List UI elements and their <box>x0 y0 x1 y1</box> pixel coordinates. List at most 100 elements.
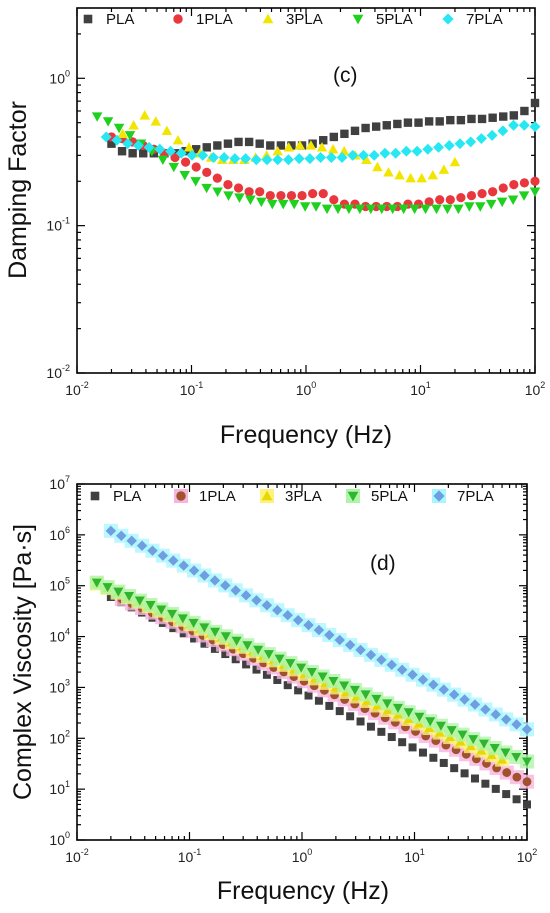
point-3PLA <box>427 169 439 180</box>
point-1PLA <box>191 162 201 172</box>
point-5PLA <box>179 170 190 181</box>
complex-viscosity-panel: 10-2 10-1 100 101 102 100 101 102 103 104 105 106 10… <box>9 474 537 905</box>
point-5PLA <box>354 204 366 215</box>
point-5PLA <box>199 623 210 633</box>
legend-label-5PLA: 5PLA <box>376 11 413 28</box>
x-tick-label: 101 <box>410 380 431 398</box>
point-PLA <box>252 665 261 674</box>
point-7PLA <box>168 555 179 566</box>
point-1PLA <box>424 197 434 207</box>
point-7PLA <box>480 704 491 715</box>
point-PLA <box>424 117 434 126</box>
y-tick-label: 100 <box>49 68 70 86</box>
point-1PLA <box>502 768 512 777</box>
point-5PLA <box>296 663 307 673</box>
point-7PLA <box>469 699 481 710</box>
point-PLA <box>450 764 459 773</box>
point-5PLA <box>91 112 103 122</box>
point-5PLA <box>102 117 114 127</box>
point-5PLA <box>190 177 201 187</box>
axis-ticks-d: 10-2 10-1 100 101 102 100 101 102 103 104 105 106 10… <box>49 474 537 865</box>
point-3PLA <box>383 167 394 177</box>
point-5PLA <box>306 668 317 678</box>
y-tick-label: 105 <box>49 576 70 594</box>
point-1PLA <box>265 190 275 201</box>
point-7PLA <box>261 600 273 611</box>
point-PLA <box>210 644 219 653</box>
point-PLA <box>393 119 402 129</box>
y-tick-label: 100 <box>49 830 70 848</box>
point-1PLA <box>308 188 318 199</box>
point-PLA <box>314 696 323 705</box>
point-PLA <box>223 139 233 148</box>
point-7PLA <box>315 152 327 163</box>
point-5PLA <box>507 195 519 205</box>
point-1PLA <box>456 192 466 203</box>
point-3PLA <box>438 164 450 174</box>
point-5PLA <box>168 162 180 173</box>
panel-label-c: (c) <box>333 64 358 87</box>
point-PLA <box>403 118 413 127</box>
point-5PLA <box>464 202 475 212</box>
point-PLA <box>117 147 127 156</box>
y-axis-title-c: Damping Factor <box>4 101 32 279</box>
point-7PLA <box>282 154 294 166</box>
point-7PLA <box>324 629 335 641</box>
point-3PLA <box>183 142 195 152</box>
point-7PLA <box>303 619 314 631</box>
legend-label-7PLA: 7PLA <box>466 11 503 28</box>
point-PLA <box>191 145 201 154</box>
series-7PLA <box>103 523 534 737</box>
point-7PLA <box>347 149 359 161</box>
point-3PLA <box>117 128 128 139</box>
point-1PLA <box>255 187 265 197</box>
point-7PLA <box>407 669 418 680</box>
point-PLA <box>512 795 521 804</box>
x-tick-label: 10-2 <box>65 380 89 398</box>
point-3PLA <box>372 161 383 172</box>
x-tick-label: 101 <box>404 847 425 865</box>
point-7PLA <box>188 565 200 576</box>
point-7PLA <box>230 585 241 596</box>
point-PLA <box>139 149 148 158</box>
point-7PLA <box>178 560 189 571</box>
point-5PLA <box>435 721 446 731</box>
point-7PLA <box>355 644 366 656</box>
point-PLA <box>287 141 296 150</box>
legend-marker-1PLA <box>176 491 186 501</box>
point-PLA <box>439 758 448 767</box>
point-PLA <box>283 681 292 690</box>
point-5PLA <box>288 199 300 210</box>
point-5PLA <box>478 739 489 749</box>
point-7PLA <box>459 694 470 705</box>
point-5PLA <box>167 609 178 619</box>
x-tick-label: 100 <box>292 847 313 865</box>
point-5PLA <box>376 204 388 215</box>
point-7PLA <box>433 141 444 153</box>
point-PLA <box>335 707 344 716</box>
point-7PLA <box>334 634 345 646</box>
point-7PLA <box>126 535 137 546</box>
point-7PLA <box>336 152 348 163</box>
point-7PLA <box>313 624 325 636</box>
point-5PLA <box>349 685 360 695</box>
point-PLA <box>520 106 529 116</box>
point-5PLA <box>102 583 113 593</box>
point-1PLA <box>244 187 254 197</box>
point-PLA <box>456 115 466 125</box>
point-5PLA <box>420 204 431 215</box>
point-5PLA <box>431 204 442 215</box>
point-5PLA <box>489 744 500 754</box>
x-tick-label: 10-1 <box>180 380 204 398</box>
point-PLA <box>346 712 355 721</box>
point-3PLA <box>327 143 339 154</box>
point-5PLA <box>274 654 285 664</box>
point-5PLA <box>124 131 136 141</box>
point-7PLA <box>220 580 231 591</box>
point-3PLA <box>316 142 328 152</box>
point-5PLA <box>321 204 333 215</box>
point-PLA <box>356 717 365 726</box>
legend-marker-5PLA <box>352 14 364 25</box>
series-7PLA <box>100 119 541 166</box>
point-5PLA <box>365 204 377 215</box>
